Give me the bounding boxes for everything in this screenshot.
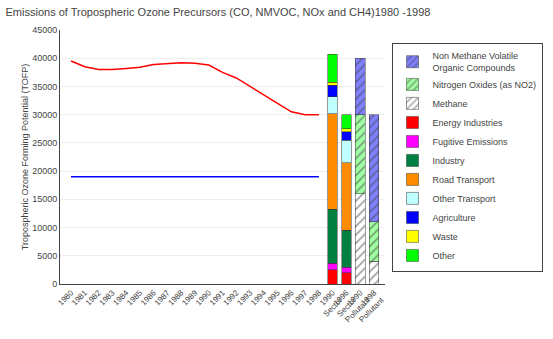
svg-text:1995: 1995 <box>263 288 282 307</box>
svg-text:Other: Other <box>433 251 456 261</box>
svg-text:1987: 1987 <box>153 288 172 307</box>
svg-text:Waste: Waste <box>433 232 458 242</box>
svg-text:Methane: Methane <box>433 99 468 109</box>
svg-text:Emissions of Tropospheric Ozon: Emissions of Tropospheric Ozone Precurso… <box>6 6 431 18</box>
svg-text:1990Sector: 1990Sector <box>314 288 344 318</box>
svg-text:Industry: Industry <box>433 156 466 166</box>
svg-text:20000: 20000 <box>32 166 57 176</box>
svg-text:0: 0 <box>52 279 57 289</box>
svg-text:1997: 1997 <box>290 288 309 307</box>
svg-text:Energy Industries: Energy Industries <box>433 118 504 128</box>
svg-text:Agriculture: Agriculture <box>433 213 476 223</box>
svg-text:1982: 1982 <box>84 288 103 307</box>
svg-text:1998Pollutant: 1998Pollutant <box>350 288 386 324</box>
svg-text:1988: 1988 <box>166 288 185 307</box>
svg-text:1992: 1992 <box>222 288 241 307</box>
svg-text:1996Sector: 1996Sector <box>328 288 358 318</box>
svg-text:Non Methane VolatileOrganic Co: Non Methane VolatileOrganic Compounds <box>433 51 519 73</box>
svg-text:Road Transport: Road Transport <box>433 175 496 185</box>
svg-text:1989: 1989 <box>180 288 199 307</box>
svg-text:1990: 1990 <box>194 288 213 307</box>
svg-text:1981: 1981 <box>70 288 89 307</box>
svg-text:5000: 5000 <box>37 251 57 261</box>
svg-text:1991: 1991 <box>208 288 227 307</box>
svg-text:Tropospheric Ozone Forming Pot: Tropospheric Ozone Forming Potential (TO… <box>20 64 30 251</box>
svg-text:1985: 1985 <box>125 288 144 307</box>
svg-text:1996: 1996 <box>277 288 296 307</box>
svg-text:25000: 25000 <box>32 138 57 148</box>
svg-text:40000: 40000 <box>32 53 57 63</box>
svg-text:1986: 1986 <box>139 288 158 307</box>
svg-text:30000: 30000 <box>32 110 57 120</box>
svg-text:35000: 35000 <box>32 82 57 92</box>
svg-text:Other Transport: Other Transport <box>433 194 497 204</box>
svg-text:1980: 1980 <box>56 288 75 307</box>
svg-text:1994: 1994 <box>249 288 268 307</box>
svg-text:Nitrogen Oxides (as NO2): Nitrogen Oxides (as NO2) <box>433 80 537 90</box>
svg-text:10000: 10000 <box>32 223 57 233</box>
svg-text:1990Pollutant: 1990Pollutant <box>336 288 372 324</box>
svg-text:1993: 1993 <box>235 288 254 307</box>
svg-text:1998: 1998 <box>304 288 323 307</box>
svg-text:1983: 1983 <box>98 288 117 307</box>
svg-text:1984: 1984 <box>111 288 130 307</box>
svg-text:Fugitive Emissions: Fugitive Emissions <box>433 137 509 147</box>
svg-text:15000: 15000 <box>32 194 57 204</box>
svg-text:45000: 45000 <box>32 25 57 35</box>
